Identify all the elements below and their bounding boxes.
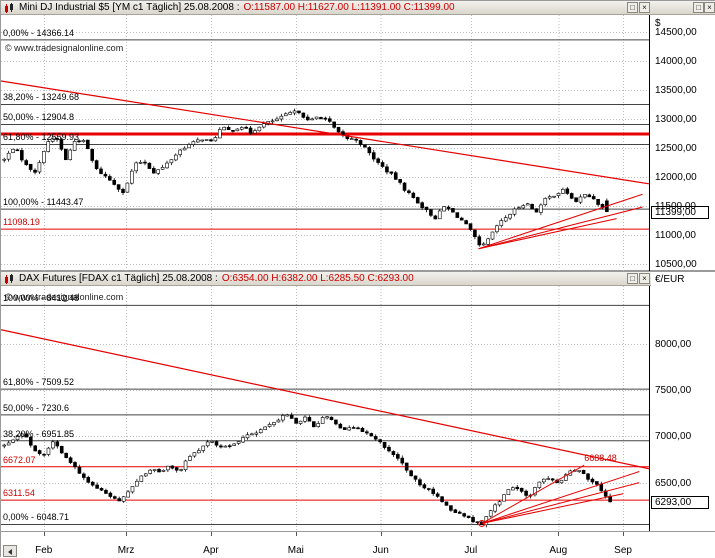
panel-close-button[interactable]: × [639,2,650,13]
window-close-button[interactable]: × [704,2,715,13]
chart-icon [4,273,15,284]
panel-ohlc-values: O:6354.00 H:6382.00 L:6285.50 C:6293.00 [221,273,414,284]
y-axis-tick-label: 12500,00 [655,142,697,154]
x-axis-month-label: Mrz [117,545,135,556]
y-axis-tick-label: 11000,00 [655,229,696,241]
panel-maximize-button[interactable]: □ [627,2,638,13]
y-axis-tick-label: 8000,00 [655,338,692,350]
y-axis-tick-label: 7500,00 [655,384,692,396]
chart-icon [4,2,15,13]
y-axis-tick-label: 12000,00 [655,171,697,183]
ym-chart-plot[interactable] [1,15,651,271]
x-axis-tick [623,532,625,536]
x-axis-tick [43,532,45,536]
y-axis-tick-label: 14000,00 [655,55,697,67]
y-axis-tick-label: 11500,00 [655,200,696,212]
x-axis-month-label: Apr [203,545,219,556]
x-axis-tick [126,532,128,536]
currency-label: €/EUR [655,274,685,285]
x-axis-tick [470,532,472,536]
y-axis-tick-label: 6500,00 [655,477,692,489]
x-axis-month-label: Jun [372,545,389,556]
y-axis-tick-label: 14500,00 [655,26,697,38]
x-axis-tick [558,532,560,536]
scroll-left-button[interactable] [3,545,17,557]
y-axis-tick-label: 13000,00 [655,113,697,125]
window-restore-button[interactable]: □ [693,2,704,13]
panel-titlebar-fdax[interactable]: DAX Futures [FDAX c1 Täglich] 25.08.2008… [1,272,651,286]
panel-title: DAX Futures [FDAX c1 Täglich] 25.08.2008… [19,273,218,284]
last-price-box: 11399,00 [651,205,709,219]
x-axis-month-label: Aug [549,545,568,556]
ym-price-axis: $ 11399,00 14500,00 14000,00 13500,00 13000… [651,1,715,270]
chart-panel-ym: © www.tradesignalonline.com 0,00% - 1436… [1,1,715,271]
x-axis-month-label: Sep [614,545,632,556]
x-axis-tick [210,532,212,536]
fdax-chart-plot[interactable] [1,286,651,531]
x-axis-month-label: Jul [464,545,478,556]
currency-label: $ [655,18,661,29]
last-price-box: 6293,00 [651,495,709,509]
panel-title: Mini DJ Industrial $5 [YM c1 Täglich] 25… [19,2,240,13]
time-axis: Feb Mrz Apr Mai Jun Jul Aug Sep [1,531,715,558]
panel-ohlc-values: O:11587.00 H:11627.00 L:11391.00 C:11399… [243,2,455,13]
y-axis-tick-label: 10500,00 [655,258,697,270]
x-axis-month-label: Mai [287,545,304,556]
panel-titlebar-ym[interactable]: Mini DJ Industrial $5 [YM c1 Täglich] 25… [1,1,715,15]
panel-maximize-button[interactable]: □ [627,273,638,284]
x-axis-tick [380,532,382,536]
y-axis-tick-label: 13500,00 [655,84,697,96]
fdax-price-axis: €/EUR 6293,00 8000,00 7500,00 7000,00 6500,… [651,272,715,531]
y-axis-tick-label: 7000,00 [655,430,692,442]
left-arrow-icon [8,549,12,555]
x-axis-tick [295,532,297,536]
panel-close-button[interactable]: × [639,273,650,284]
x-axis-month-label: Feb [35,545,53,556]
chart-panel-fdax: © www.tradesignalonline.com 100,00% - 84… [1,271,715,531]
